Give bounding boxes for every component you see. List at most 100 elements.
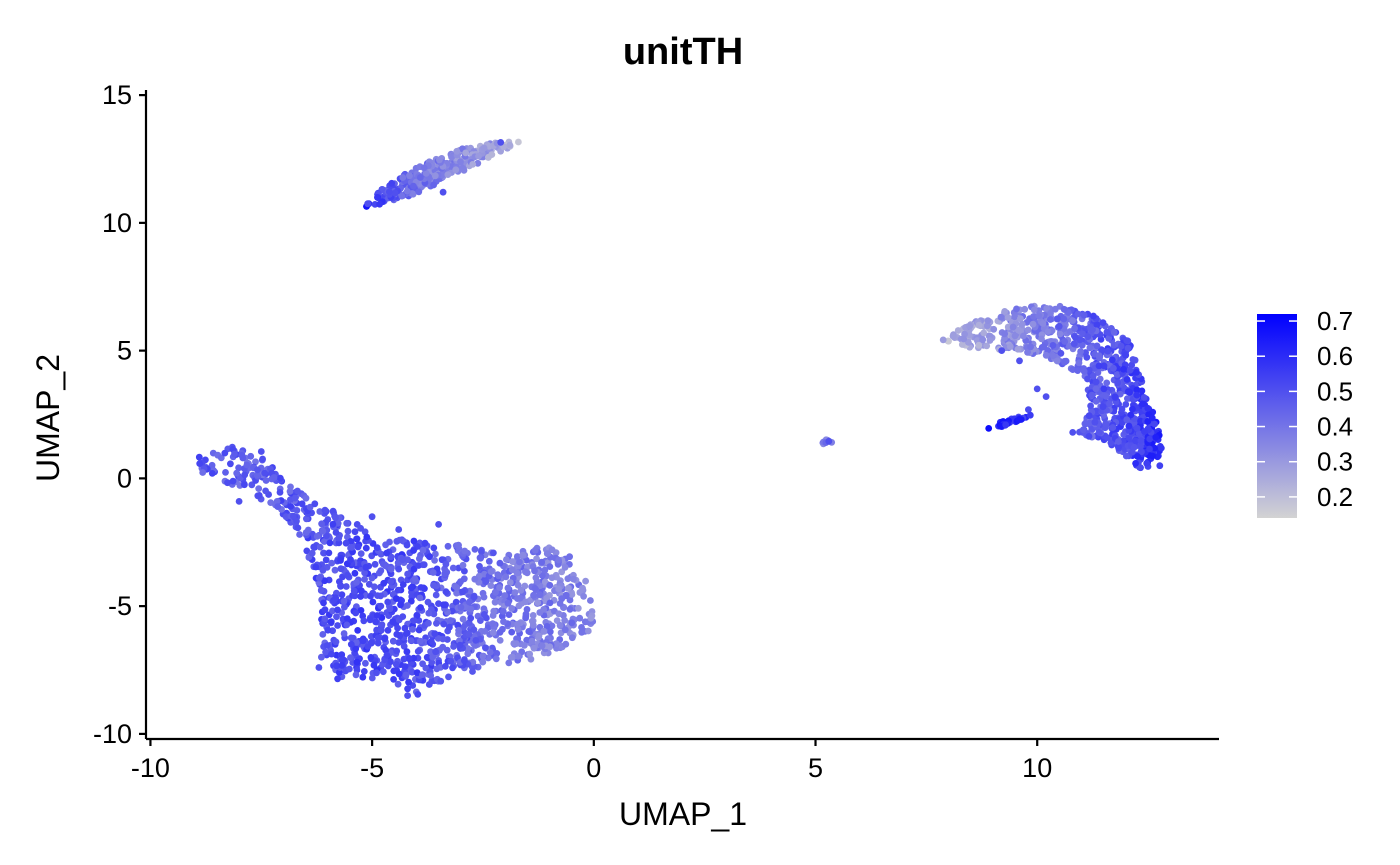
point-right: [1115, 438, 1122, 445]
point-bottom-left: [504, 584, 512, 592]
point-bottom-left: [556, 600, 564, 607]
point-bottom-left: [293, 517, 300, 525]
point-right: [1111, 393, 1119, 401]
point-bottom-left: [490, 607, 498, 615]
point-right: [1070, 340, 1078, 347]
point-bottom-left: [548, 546, 556, 554]
point-bottom-left: [506, 579, 514, 586]
point-bottom-left: [319, 631, 327, 638]
point-right: [1061, 338, 1069, 345]
point-bottom-left: [322, 648, 329, 656]
point-bottom-left: [405, 655, 413, 663]
point-bottom-left: [321, 615, 329, 623]
point-bottom-left: [411, 575, 419, 583]
point-bottom-left: [384, 598, 392, 606]
point-top: [409, 190, 417, 198]
point-bottom-left: [476, 554, 484, 562]
point-right: [1137, 417, 1144, 425]
point-bottom-left: [555, 556, 562, 564]
point-bottom-left: [308, 549, 316, 557]
point-bottom-left: [332, 514, 339, 522]
color-legend-ticks: 0.2 0.3 0.4 0.5 0.6 0.7: [1257, 306, 1353, 512]
point-bottom-left: [328, 559, 336, 567]
point-bottom-left: [347, 556, 354, 563]
point-right: [1102, 393, 1110, 400]
point-bottom-left: [253, 472, 261, 479]
point-bottom-left: [464, 650, 472, 658]
point-bottom-left: [472, 642, 479, 649]
point-outlier: [257, 448, 265, 455]
point-bottom-left: [316, 508, 324, 515]
point-bottom-left: [514, 620, 522, 628]
point-bottom-left: [380, 579, 388, 587]
point-right: [1071, 324, 1078, 332]
point-bottom-left: [538, 558, 546, 566]
point-top: [376, 200, 383, 208]
point-bottom-left: [531, 585, 539, 592]
point-bottom-left: [296, 531, 303, 538]
point-top: [388, 179, 396, 187]
point-bottom-left: [340, 630, 348, 637]
point-bottom-left: [546, 643, 554, 651]
point-bottom-left: [407, 637, 415, 644]
y-axis-title: UMAP_2: [30, 354, 66, 482]
point-bottom-left: [503, 556, 510, 563]
point-right: [1055, 322, 1063, 330]
point-bottom-left: [564, 575, 572, 583]
point-bottom-left: [417, 584, 425, 591]
point-bottom-left: [457, 578, 464, 586]
point-bottom-left: [501, 592, 509, 599]
point-right: [1092, 385, 1100, 393]
point-bottom-left: [568, 634, 576, 642]
point-bottom-left: [415, 626, 423, 634]
point-bottom-left: [357, 593, 364, 600]
point-right: [1120, 365, 1127, 373]
point-bottom-left: [343, 621, 351, 629]
point-right: [1009, 323, 1017, 331]
point-outlier: [1016, 357, 1023, 365]
point-right: [1084, 375, 1091, 383]
point-bottom-left: [359, 637, 367, 645]
point-bottom-left: [358, 587, 365, 595]
point-right: [1107, 439, 1115, 447]
point-bottom-left: [347, 654, 354, 662]
point-right: [1127, 411, 1135, 419]
point-top: [459, 164, 466, 172]
point-bottom-left: [362, 563, 370, 571]
legend-label: 0.7: [1317, 306, 1353, 336]
point-bottom-left: [414, 648, 422, 655]
point-bottom-left: [437, 677, 445, 685]
point-bottom-left: [423, 653, 431, 661]
point-right: [1049, 342, 1057, 349]
point-bottom-left: [373, 544, 381, 551]
point-right: [1093, 321, 1101, 328]
point-outlier: [1042, 393, 1050, 400]
point-bottom-left: [428, 638, 435, 645]
point-bottom-left: [287, 503, 295, 510]
point-bottom-left: [491, 598, 499, 606]
point-bottom-left: [400, 642, 408, 650]
point-top: [385, 188, 393, 196]
point-bottom-left: [221, 449, 229, 457]
point-top: [436, 156, 443, 164]
point-bottom-left: [555, 585, 563, 593]
point-top: [399, 174, 407, 181]
point-bottom-left: [351, 592, 359, 600]
point-bottom-left: [525, 628, 533, 635]
y-tick-label: -10: [93, 719, 132, 749]
point-top: [430, 181, 437, 189]
point-bottom-left: [344, 527, 352, 535]
point-right: [1118, 405, 1126, 413]
point-right: [1040, 343, 1048, 351]
point-bottom-left: [452, 598, 460, 606]
point-bottom-left: [432, 648, 439, 656]
point-bottom-left: [357, 607, 365, 614]
point-bottom-left: [368, 639, 375, 647]
x-tick-label: -10: [131, 753, 170, 783]
point-bottom-left: [368, 574, 376, 582]
point-right: [1108, 356, 1116, 364]
point-right: [1084, 333, 1092, 341]
point-right: [1047, 316, 1054, 323]
point-bottom-left: [479, 658, 487, 666]
x-tick-label: 10: [1022, 753, 1052, 783]
